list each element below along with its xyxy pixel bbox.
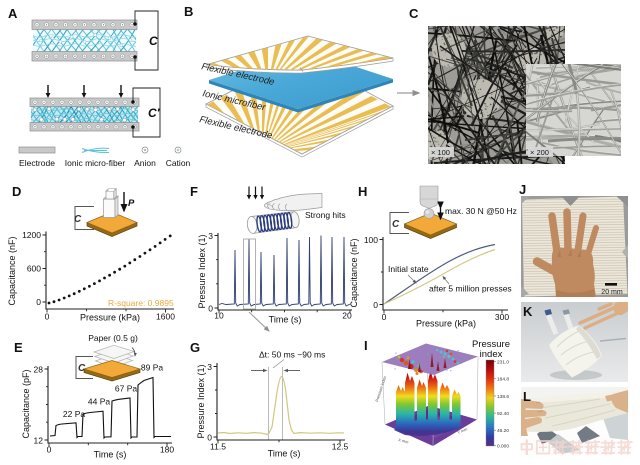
svg-text:B: B (184, 4, 193, 19)
svg-text:× 100: × 100 (431, 148, 450, 157)
svg-text:3: 3 (207, 362, 212, 372)
svg-text:0: 0 (47, 445, 52, 455)
svg-text:300: 300 (495, 312, 509, 322)
svg-text:67 Pa: 67 Pa (115, 384, 137, 394)
svg-text:92.40: 92.40 (497, 411, 509, 417)
svg-text:E: E (14, 340, 23, 355)
svg-text:Pressure: Pressure (472, 339, 510, 350)
svg-text:Cation: Cation (166, 158, 191, 168)
svg-text:Time (s): Time (s) (269, 315, 302, 325)
svg-text:1200: 1200 (22, 230, 41, 240)
svg-text:180: 180 (160, 445, 174, 455)
svg-text:L: L (523, 389, 531, 404)
svg-text:Capacitance (nF): Capacitance (nF) (7, 236, 17, 305)
svg-text:138.6: 138.6 (497, 394, 509, 400)
svg-text:Ionic micro-fiber: Ionic micro-fiber (65, 158, 126, 168)
svg-text:231.0: 231.0 (497, 360, 509, 366)
svg-text:P: P (128, 198, 135, 209)
svg-text:C: C (409, 6, 419, 21)
svg-text:A: A (8, 6, 18, 21)
svg-text:0: 0 (207, 433, 212, 443)
svg-text:F: F (190, 184, 198, 199)
svg-text:184.8: 184.8 (497, 377, 509, 383)
svg-text:22 Pa: 22 Pa (63, 409, 85, 419)
svg-text:C': C' (148, 106, 161, 120)
svg-text:Time (s): Time (s) (268, 449, 301, 459)
svg-text:Pressure index: Pressure index (374, 375, 387, 402)
svg-text:Anion: Anion (134, 158, 156, 168)
svg-text:Capacitance (nF): Capacitance (nF) (349, 238, 359, 307)
svg-text:Pressure (kPa): Pressure (kPa) (80, 313, 140, 323)
svg-text:Initial state: Initial state (388, 264, 429, 274)
svg-text:× 200: × 200 (530, 148, 549, 157)
svg-text:index: index (480, 349, 503, 360)
svg-text:Pressure Index (1): Pressure Index (1) (197, 234, 207, 308)
svg-text:20: 20 (342, 311, 352, 321)
svg-text:28: 28 (34, 365, 44, 375)
svg-text:X mm: X mm (398, 437, 410, 445)
svg-text:0.000: 0.000 (497, 444, 509, 450)
svg-text:Time (s): Time (s) (94, 450, 127, 460)
svg-text:Pressure (kPa): Pressure (kPa) (416, 319, 476, 329)
svg-text:Capacitance (pF): Capacitance (pF) (21, 369, 31, 438)
svg-text:100: 100 (364, 235, 378, 245)
svg-text:I: I (364, 338, 368, 353)
svg-text:Δt: 50 ms ~90 ms: Δt: 50 ms ~90 ms (259, 350, 325, 360)
svg-text:Electrode: Electrode (19, 158, 55, 168)
svg-text:0: 0 (208, 304, 213, 314)
svg-text:20 mm: 20 mm (601, 289, 623, 296)
svg-text:after 5 million presses: after 5 million presses (429, 284, 512, 294)
svg-text:Strong hits: Strong hits (305, 210, 346, 220)
svg-text:0: 0 (36, 297, 41, 307)
svg-text:Pressure Index (1): Pressure Index (1) (196, 364, 206, 438)
svg-text:C: C (78, 363, 86, 374)
svg-text:max. 30 N @50 Hz: max. 30 N @50 Hz (445, 206, 517, 216)
svg-text:C: C (149, 34, 158, 48)
svg-text:R-square: 0.9895: R-square: 0.9895 (108, 298, 174, 308)
svg-text:12.5: 12.5 (332, 442, 349, 452)
svg-text:C: C (392, 219, 400, 230)
svg-text:10: 10 (214, 311, 224, 321)
svg-text:0: 0 (373, 300, 378, 310)
svg-text:3: 3 (208, 231, 213, 241)
svg-text:89 Pa: 89 Pa (141, 363, 163, 373)
svg-text:1600: 1600 (156, 312, 175, 322)
svg-text:11.5: 11.5 (210, 442, 226, 452)
svg-text:0: 0 (382, 312, 387, 322)
svg-text:Paper (0.5 g): Paper (0.5 g) (88, 333, 138, 343)
svg-text:C: C (74, 214, 82, 225)
svg-text:44 Pa: 44 Pa (88, 397, 110, 407)
svg-text:12: 12 (34, 436, 44, 446)
svg-text:Y mm: Y mm (457, 426, 469, 435)
svg-text:G: G (190, 340, 200, 355)
svg-text:J: J (519, 182, 526, 197)
svg-text:46.20: 46.20 (497, 428, 509, 434)
svg-text:K: K (523, 304, 533, 319)
svg-text:H: H (358, 184, 367, 199)
svg-text:600: 600 (27, 264, 41, 274)
svg-text:D: D (12, 184, 21, 199)
svg-text:0: 0 (45, 312, 50, 322)
